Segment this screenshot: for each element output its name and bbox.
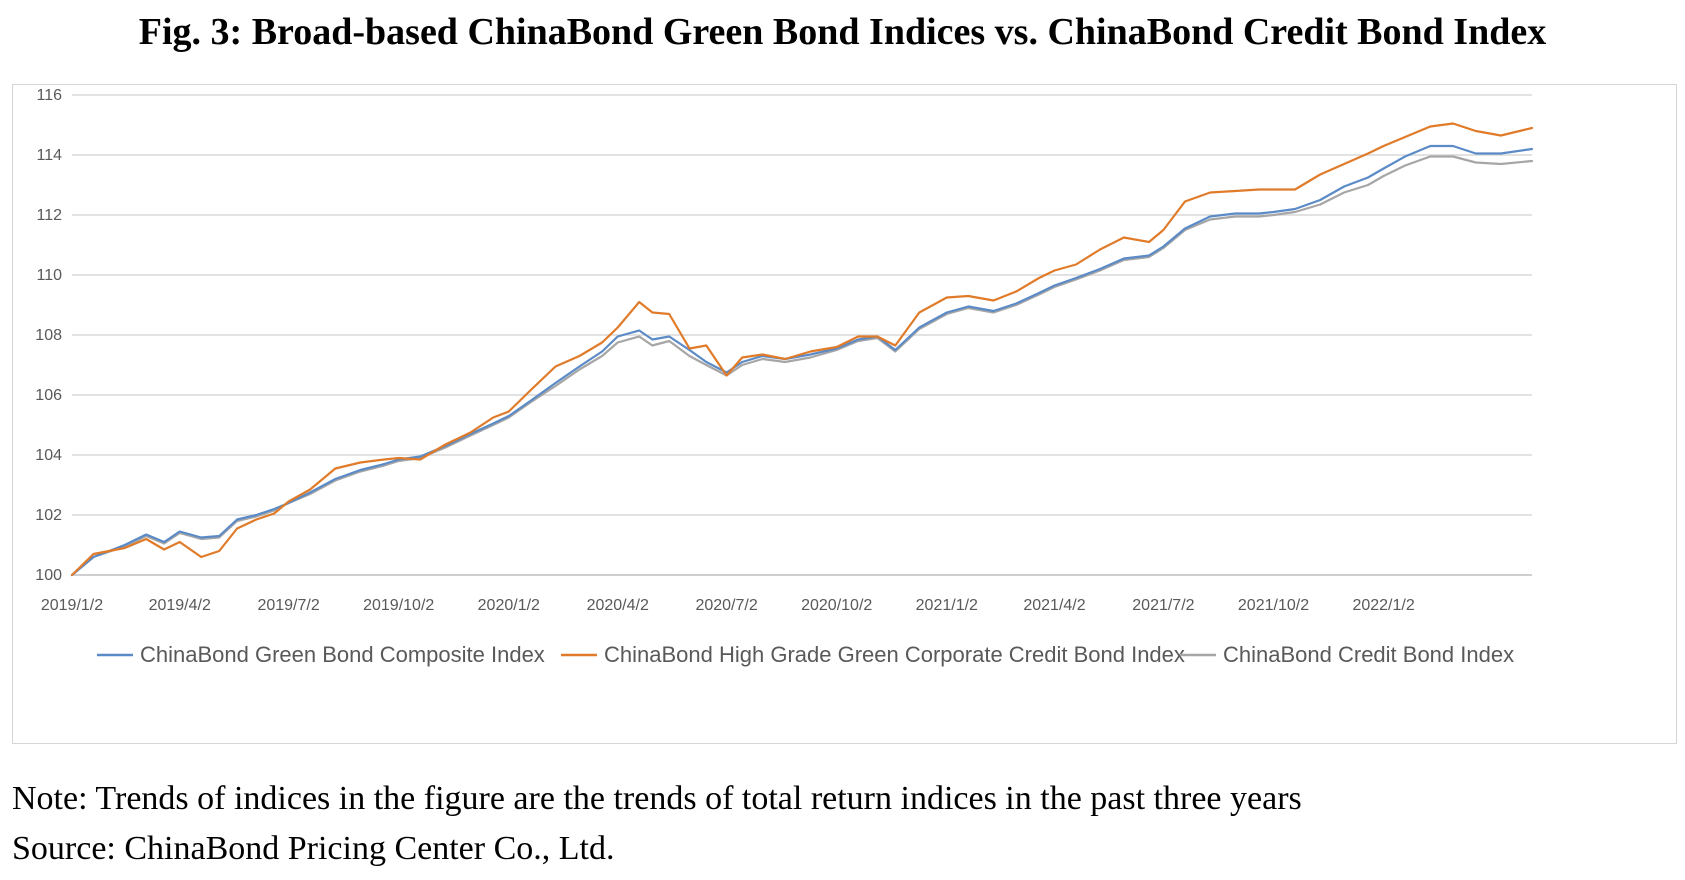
x-tick-label: 2021/4/2 [1023,597,1085,614]
legend: ChinaBond Green Bond Composite Index Chin… [97,642,1514,667]
y-tick-label: 102 [35,507,62,524]
x-tick-label: 2019/7/2 [257,597,319,614]
series-lines [70,122,1534,577]
x-tick-label: 2020/10/2 [801,597,872,614]
figure-source: Source: ChinaBond Pricing Center Co., Lt… [12,830,615,867]
y-tick-label: 108 [35,327,62,344]
x-tick-label: 2020/4/2 [587,597,649,614]
series-line [70,155,1534,577]
x-tick-label: 2020/1/2 [478,597,540,614]
figure-title: Fig. 3: Broad-based ChinaBond Green Bond… [138,11,1547,53]
y-tick-label: 110 [36,267,62,284]
x-tick-label: 2022/1/2 [1352,597,1414,614]
y-tick-label: 114 [36,147,62,164]
x-tick-label: 2019/1/2 [41,597,103,614]
x-tick-label: 2021/1/2 [916,597,978,614]
legend-label: ChinaBond High Grade Green Corporate Cre… [604,642,1185,667]
x-tick-label: 2020/7/2 [695,597,757,614]
legend-label: ChinaBond Credit Bond Index [1223,642,1514,667]
y-tick-label: 104 [35,447,62,464]
legend-label: ChinaBond Green Bond Composite Index [140,642,545,667]
figure-note: Note: Trends of indices in the figure ar… [12,780,1302,817]
x-tick-label: 2021/7/2 [1132,597,1194,614]
y-axis-ticks: 100 102 104 106 108 110 112 114 116 [35,87,62,584]
y-tick-label: 112 [36,207,62,224]
series-line [70,122,1534,577]
y-tick-label: 116 [36,87,62,104]
x-axis-ticks: 2019/1/2 2019/4/2 2019/7/2 2019/10/2 2020/1/… [41,597,1415,614]
series-line [70,144,1534,577]
chart-frame [12,84,1677,744]
x-tick-label: 2021/10/2 [1238,597,1309,614]
y-tick-label: 106 [35,387,62,404]
y-tick-label: 100 [35,567,62,584]
x-tick-label: 2019/10/2 [363,597,434,614]
gridlines [72,94,1532,576]
x-tick-label: 2019/4/2 [149,597,211,614]
